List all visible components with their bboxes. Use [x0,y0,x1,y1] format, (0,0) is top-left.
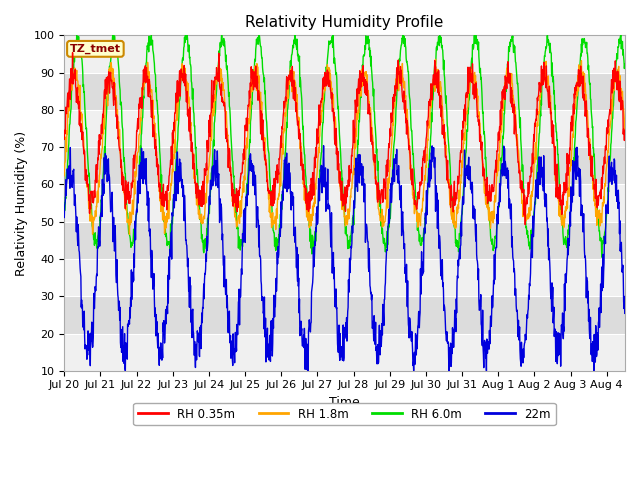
Bar [64,110,625,147]
Bar [64,296,625,334]
Y-axis label: Relativity Humidity (%): Relativity Humidity (%) [15,131,28,276]
X-axis label: Time: Time [329,396,360,409]
Bar [64,222,625,259]
Bar [64,147,625,184]
Title: Relativity Humidity Profile: Relativity Humidity Profile [245,15,444,30]
Bar [64,259,625,296]
Legend: RH 0.35m, RH 1.8m, RH 6.0m, 22m: RH 0.35m, RH 1.8m, RH 6.0m, 22m [134,403,556,425]
Bar [64,334,625,371]
Text: TZ_tmet: TZ_tmet [70,44,121,54]
Bar [64,36,625,72]
Bar [64,184,625,222]
Bar [64,72,625,110]
